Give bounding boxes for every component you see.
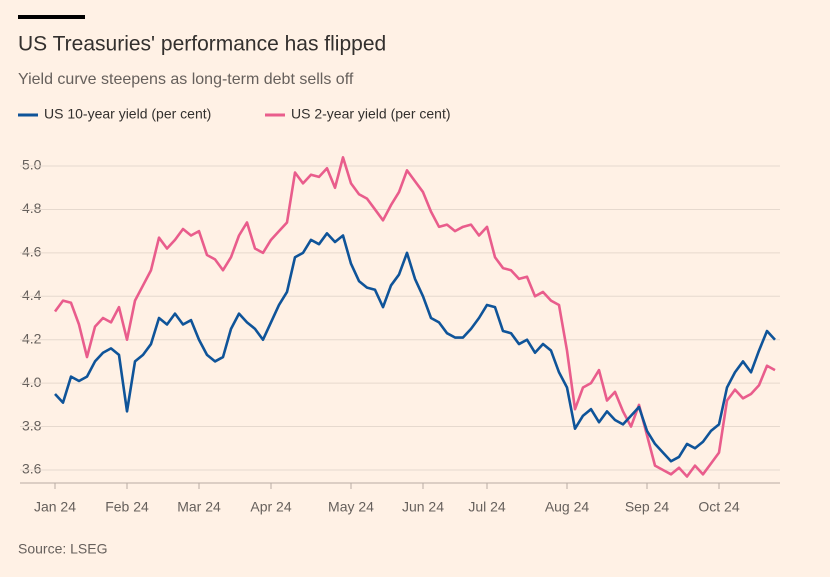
y-tick-label: 3.8 bbox=[22, 417, 42, 433]
y-tick-label: 3.6 bbox=[22, 461, 42, 477]
y-tick-label: 4.6 bbox=[22, 244, 42, 260]
series-line bbox=[53, 156, 776, 478]
y-tick-label: 5.0 bbox=[22, 157, 42, 173]
source-note: Source: LSEG bbox=[18, 541, 108, 557]
x-tick-label: Feb 24 bbox=[105, 499, 149, 515]
chart-subtitle: Yield curve steepens as long-term debt s… bbox=[18, 71, 354, 88]
x-tick-label: Sep 24 bbox=[625, 499, 670, 515]
x-tick-label: Jul 24 bbox=[468, 499, 506, 515]
header-bar bbox=[18, 15, 85, 19]
legend-label: US 2-year yield (per cent) bbox=[291, 106, 451, 122]
y-tick-label: 4.0 bbox=[22, 374, 42, 390]
legend-label: US 10-year yield (per cent) bbox=[44, 106, 211, 122]
series-line bbox=[54, 232, 776, 463]
x-tick-label: Apr 24 bbox=[250, 499, 291, 515]
x-tick-label: May 24 bbox=[328, 499, 374, 515]
x-tick-label: Aug 24 bbox=[545, 499, 590, 515]
x-tick-label: Oct 24 bbox=[698, 499, 739, 515]
chart-title: US Treasuries' performance has flipped bbox=[18, 33, 386, 56]
x-tick-label: Mar 24 bbox=[177, 499, 221, 515]
y-tick-label: 4.2 bbox=[22, 330, 42, 346]
x-tick-label: Jun 24 bbox=[402, 499, 444, 515]
y-tick-label: 4.4 bbox=[22, 287, 42, 303]
x-tick-label: Jan 24 bbox=[34, 499, 76, 515]
y-tick-label: 4.8 bbox=[22, 200, 42, 216]
